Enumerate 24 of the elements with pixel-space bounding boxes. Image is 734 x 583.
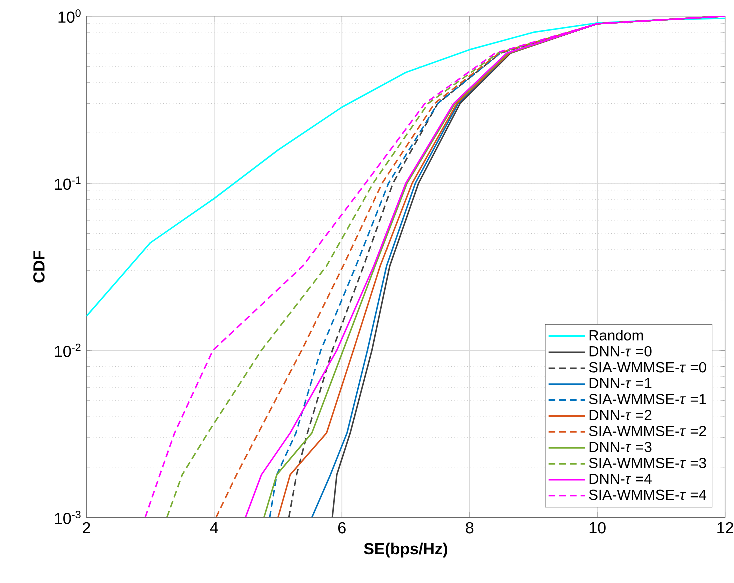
- x-tick-label: 4: [210, 522, 218, 534]
- legend-label: SIA-WMMSE-τ =2: [589, 426, 706, 436]
- legend-label: SIA-WMMSE-τ =1: [589, 394, 706, 404]
- x-tick-label: 8: [466, 522, 474, 534]
- legend-label: SIA-WMMSE-τ =3: [589, 458, 706, 468]
- x-axis-title: SE(bps/Hz): [364, 542, 448, 558]
- y-tick-label: 10$^{-3}$: [55, 510, 81, 524]
- x-tick-label: 6: [338, 522, 346, 534]
- y-tick-label: 10$^{-2}$: [55, 344, 81, 358]
- x-tick-label: 10: [590, 522, 606, 534]
- legend-label: DNN-τ =1: [590, 378, 652, 389]
- x-tick-label: 2: [83, 522, 90, 534]
- x-tick-label: 12: [718, 522, 734, 534]
- y-tick-label: 10$^{0}$: [58, 10, 81, 24]
- line-series: [86, 18, 726, 318]
- legend-label: DNN-τ =0: [590, 346, 652, 357]
- legend-label: Random: [590, 330, 644, 341]
- legend-label: SIA-WMMSE-τ =4: [589, 490, 707, 500]
- legend-label: DNN-τ =3: [590, 442, 652, 452]
- legend-label: DNN-τ =4: [590, 474, 652, 484]
- y-axis-title: CDF: [34, 251, 45, 283]
- y-tick-label: 10$^{-1}$: [55, 176, 81, 190]
- legend-label: SIA-WMMSE-τ =0: [589, 362, 706, 373]
- legend-label: DNN-τ =2: [590, 410, 652, 420]
